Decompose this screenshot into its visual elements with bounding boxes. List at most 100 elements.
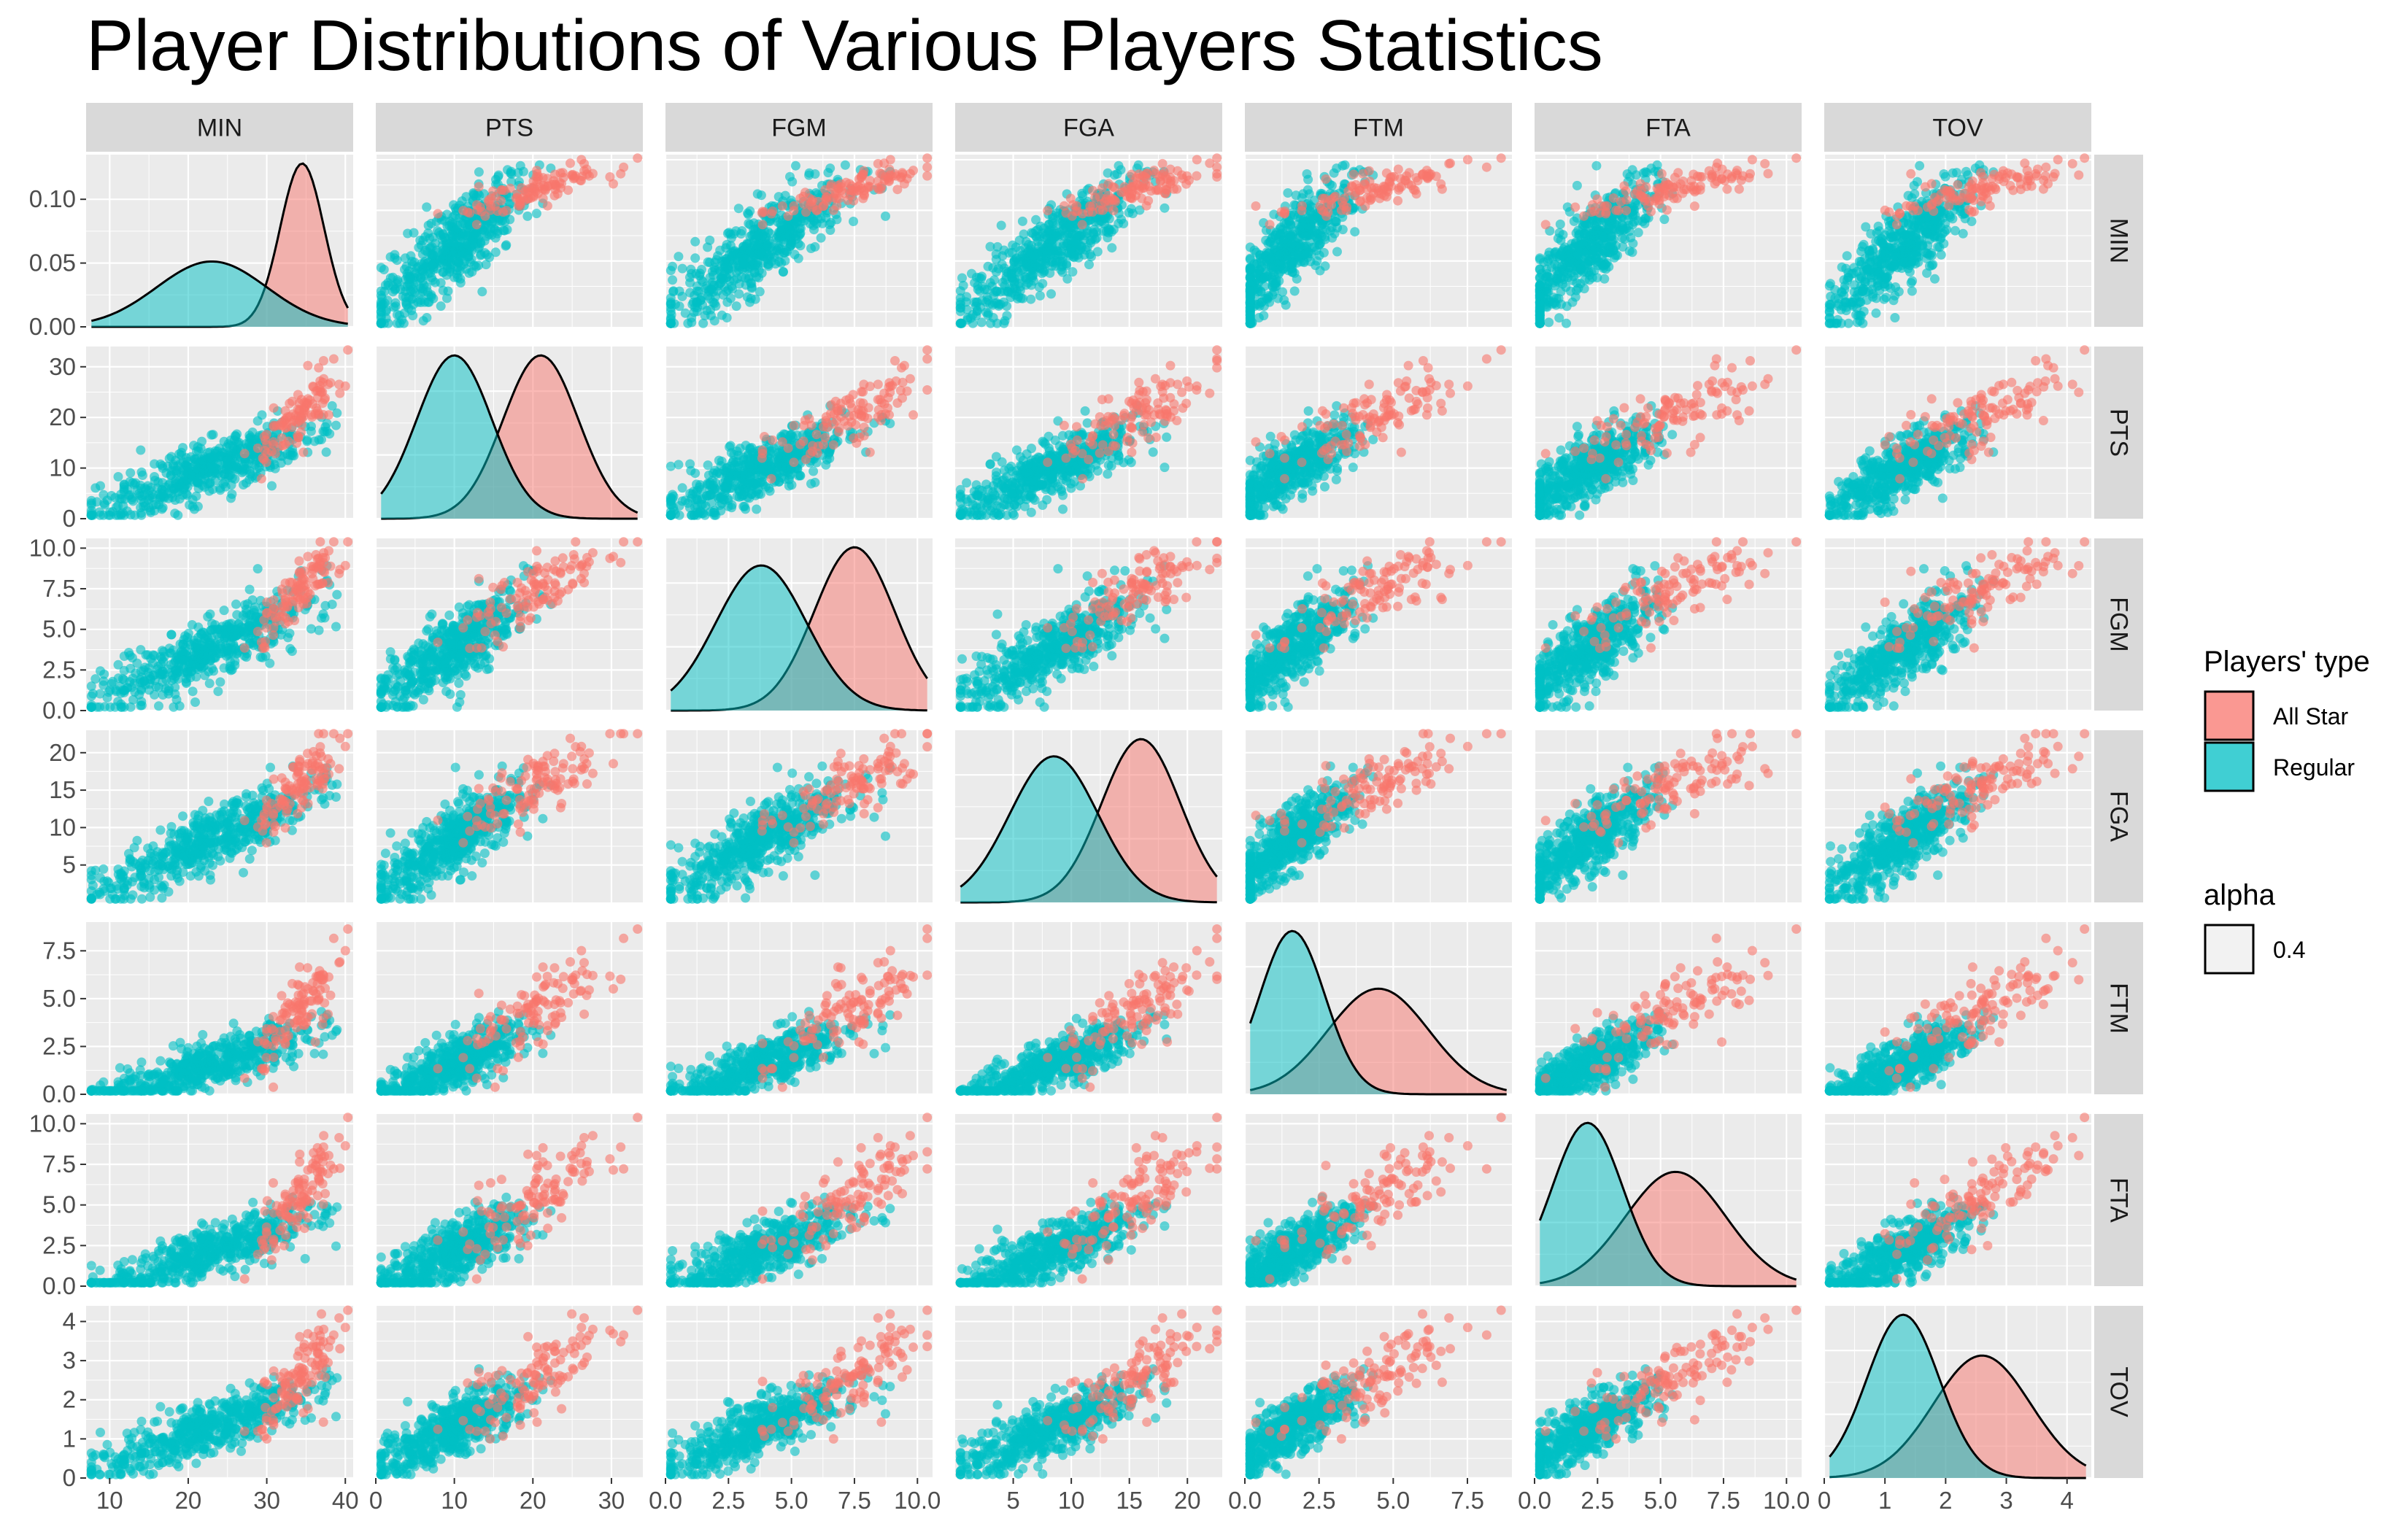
point-regular [407, 257, 417, 266]
point-regular [501, 241, 511, 251]
point-all-star [529, 182, 539, 192]
point-regular [422, 313, 431, 322]
point-regular [678, 264, 687, 274]
point-all-star [566, 158, 575, 168]
point-regular [427, 219, 436, 228]
point-all-star [619, 163, 628, 172]
point-regular [692, 287, 702, 296]
point-regular [779, 267, 788, 276]
point-regular [668, 275, 677, 285]
point-all-star [633, 153, 642, 163]
point-regular [715, 246, 725, 255]
point-all-star [477, 207, 487, 217]
point-regular [731, 226, 741, 236]
point-all-star [543, 201, 552, 211]
point-regular [398, 292, 408, 301]
point-regular [393, 310, 402, 320]
point-all-star [520, 196, 529, 206]
point-regular [403, 229, 412, 239]
point-regular [418, 287, 428, 296]
point-regular [506, 167, 516, 177]
point-regular [487, 231, 496, 240]
point-regular [391, 298, 401, 308]
point-regular [745, 263, 755, 272]
point-regular [732, 301, 741, 311]
point-regular [458, 251, 468, 260]
point-regular [377, 319, 386, 328]
point-regular [734, 289, 744, 298]
point-regular [377, 263, 386, 272]
point-regular [685, 278, 695, 287]
point-all-star [472, 220, 482, 229]
point-regular [425, 298, 434, 307]
point-all-star [582, 165, 592, 174]
point-regular [690, 237, 700, 247]
point-regular [532, 209, 541, 218]
point-regular [666, 266, 676, 275]
point-regular [428, 249, 438, 259]
point-regular [456, 278, 466, 287]
point-all-star [529, 190, 539, 200]
point-all-star [758, 207, 768, 217]
point-all-star [558, 168, 568, 177]
point-regular [825, 225, 835, 235]
point-all-star [784, 212, 793, 221]
point-all-star [486, 201, 495, 211]
point-regular [832, 214, 841, 224]
point-all-star [463, 207, 472, 217]
point-regular [722, 298, 732, 307]
point-regular [698, 319, 708, 328]
point-regular [755, 287, 765, 296]
point-regular [745, 206, 755, 216]
panel-min-vs-fgm [665, 153, 933, 328]
point-regular [739, 246, 749, 255]
point-regular [776, 258, 786, 268]
point-regular [474, 167, 484, 177]
point-regular [776, 232, 786, 241]
point-all-star [807, 197, 817, 206]
point-all-star [433, 209, 443, 219]
point-regular [706, 285, 716, 294]
point-regular [790, 249, 800, 259]
panel-min-vs-fga [955, 153, 1222, 328]
point-regular [710, 298, 719, 308]
point-regular [477, 287, 487, 296]
point-all-star [849, 185, 858, 195]
point-all-star [908, 166, 918, 175]
point-regular [666, 319, 676, 328]
point-regular [422, 202, 431, 212]
point-regular [409, 285, 418, 294]
point-all-star [922, 153, 932, 163]
point-regular [757, 190, 766, 200]
point-regular [436, 278, 446, 287]
point-regular [690, 253, 700, 263]
point-regular [745, 298, 755, 307]
panel-min-vs-pts [376, 153, 643, 328]
point-regular [841, 160, 850, 170]
point-all-star [858, 170, 868, 179]
point-regular [785, 172, 795, 182]
point-regular [747, 231, 757, 240]
point-regular [666, 293, 676, 303]
point-regular [810, 242, 819, 252]
point-regular [466, 232, 475, 241]
point-regular [752, 272, 761, 282]
point-regular [804, 171, 814, 180]
point-regular [390, 253, 399, 263]
point-regular [716, 278, 725, 287]
point-all-star [860, 190, 869, 200]
point-regular [744, 219, 753, 228]
point-all-star [568, 170, 577, 179]
point-all-star [497, 185, 506, 195]
point-regular [440, 217, 449, 226]
point-regular [741, 274, 750, 283]
point-regular [674, 252, 683, 261]
point-regular [734, 204, 744, 213]
point-all-star [820, 185, 830, 195]
point-regular [500, 226, 509, 236]
point-regular [703, 258, 713, 267]
point-regular [792, 217, 802, 227]
point-regular [414, 243, 423, 252]
point-all-star [488, 186, 498, 196]
